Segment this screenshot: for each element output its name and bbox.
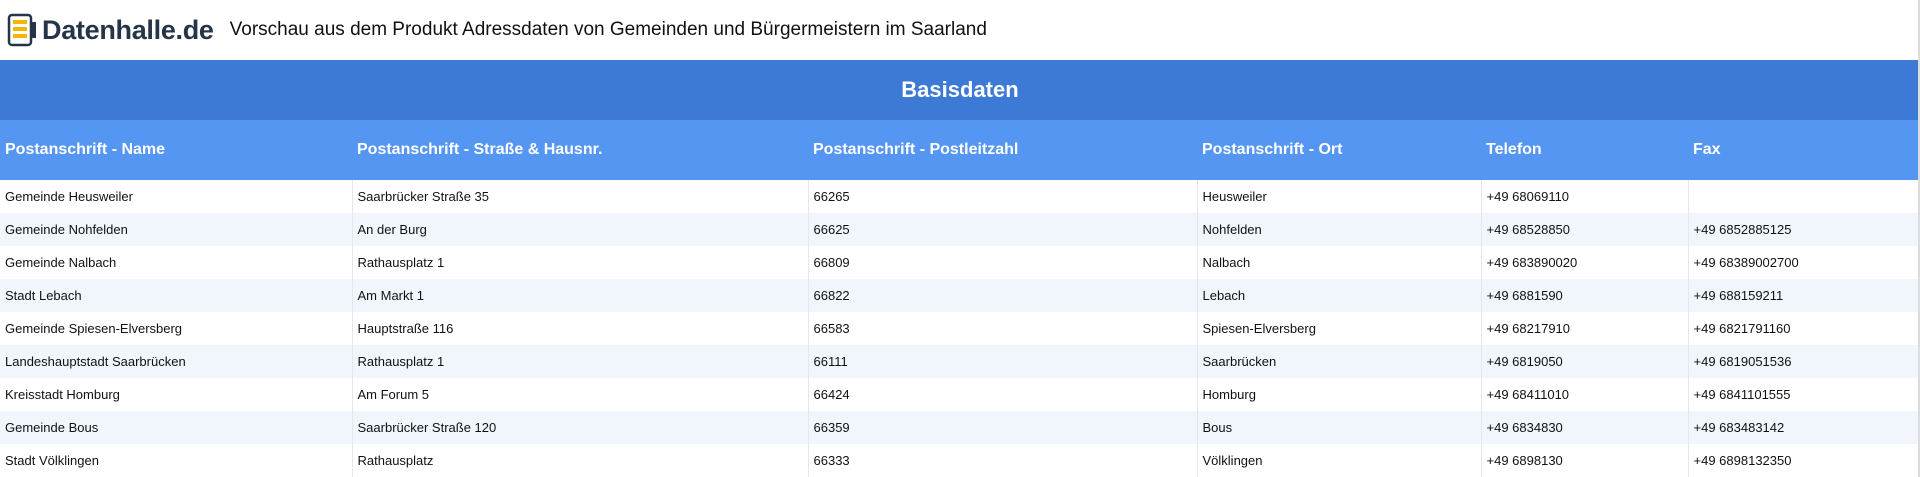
column-header-phone[interactable]: Telefon	[1481, 120, 1688, 180]
cell-city: Saarbrücken	[1197, 345, 1482, 378]
column-header-postal-code[interactable]: Postanschrift - Postleitzahl	[808, 120, 1197, 180]
cell-city: Bous	[1197, 411, 1482, 444]
cell-fax: +49 68389002700	[1688, 246, 1918, 279]
cell-name: Gemeinde Spiesen-Elversberg	[0, 312, 353, 345]
cell-phone: +49 68411010	[1481, 378, 1689, 411]
cell-street: Am Markt 1	[352, 279, 809, 312]
table-row: Gemeinde Bous Saarbrücker Straße 120 663…	[0, 411, 1918, 444]
table-row: Stadt Völklingen Rathausplatz 66333 Völk…	[0, 444, 1918, 477]
table-row: Stadt Lebach Am Markt 1 66822 Lebach +49…	[0, 279, 1918, 312]
scrollbar-edge[interactable]	[1918, 0, 1920, 477]
cell-fax: +49 6852885125	[1688, 213, 1918, 246]
cell-phone: +49 68069110	[1481, 180, 1689, 213]
cell-city: Nohfelden	[1197, 213, 1482, 246]
cell-postal-code: 66822	[808, 279, 1198, 312]
page-title: Vorschau aus dem Produkt Adressdaten von…	[229, 19, 987, 40]
cell-city: Völklingen	[1197, 444, 1482, 477]
cell-postal-code: 66111	[808, 345, 1198, 378]
cell-postal-code: 66265	[808, 180, 1198, 213]
cell-street: An der Burg	[352, 213, 809, 246]
cell-fax: +49 6841101555	[1688, 378, 1918, 411]
table-row: Gemeinde Heusweiler Saarbrücker Straße 3…	[0, 180, 1918, 213]
cell-phone: +49 6881590	[1481, 279, 1689, 312]
table-header-row: Postanschrift - Name Postanschrift - Str…	[0, 120, 1918, 180]
cell-street: Am Forum 5	[352, 378, 809, 411]
cell-city: Heusweiler	[1197, 180, 1482, 213]
cell-name: Stadt Lebach	[0, 279, 353, 312]
cell-name: Gemeinde Heusweiler	[0, 180, 353, 213]
brand-logo[interactable]: Datenhalle.de	[6, 13, 214, 47]
cell-postal-code: 66625	[808, 213, 1198, 246]
cell-postal-code: 66809	[808, 246, 1198, 279]
cell-street: Saarbrücker Straße 120	[352, 411, 809, 444]
cell-name: Gemeinde Nalbach	[0, 246, 353, 279]
cell-phone: +49 6898130	[1481, 444, 1689, 477]
cell-postal-code: 66583	[808, 312, 1198, 345]
cell-name: Stadt Völklingen	[0, 444, 353, 477]
section-title: Basisdaten	[901, 77, 1019, 102]
cell-phone: +49 68528850	[1481, 213, 1689, 246]
cell-phone: +49 6834830	[1481, 411, 1689, 444]
address-table: Postanschrift - Name Postanschrift - Str…	[0, 120, 1918, 477]
cell-fax: +49 6819051536	[1688, 345, 1918, 378]
cell-postal-code: 66424	[808, 378, 1198, 411]
cell-street: Rathausplatz 1	[352, 345, 809, 378]
column-header-name[interactable]: Postanschrift - Name	[0, 120, 352, 180]
cell-fax: +49 688159211	[1688, 279, 1918, 312]
cell-city: Homburg	[1197, 378, 1482, 411]
cell-city: Nalbach	[1197, 246, 1482, 279]
cell-phone: +49 68217910	[1481, 312, 1689, 345]
cell-phone: +49 683890020	[1481, 246, 1689, 279]
section-title-bar: Basisdaten	[0, 60, 1920, 120]
cell-name: Gemeinde Nohfelden	[0, 213, 353, 246]
cell-street: Rathausplatz 1	[352, 246, 809, 279]
cell-phone: +49 6819050	[1481, 345, 1689, 378]
cell-street: Rathausplatz	[352, 444, 809, 477]
page-header: Datenhalle.de Vorschau aus dem Produkt A…	[0, 0, 1920, 60]
cell-city: Lebach	[1197, 279, 1482, 312]
cell-name: Landeshauptstadt Saarbrücken	[0, 345, 353, 378]
brand-name: Datenhalle.de	[42, 14, 214, 45]
table-row: Gemeinde Nohfelden An der Burg 66625 Noh…	[0, 213, 1918, 246]
cell-name: Gemeinde Bous	[0, 411, 353, 444]
cell-fax: +49 683483142	[1688, 411, 1918, 444]
cell-fax: +49 6898132350	[1688, 444, 1918, 477]
column-header-fax[interactable]: Fax	[1688, 120, 1918, 180]
cell-city: Spiesen-Elversberg	[1197, 312, 1482, 345]
cell-name: Kreisstadt Homburg	[0, 378, 353, 411]
cell-postal-code: 66359	[808, 411, 1198, 444]
cell-street: Saarbrücker Straße 35	[352, 180, 809, 213]
column-header-city[interactable]: Postanschrift - Ort	[1197, 120, 1481, 180]
table-row: Landeshauptstadt Saarbrücken Rathausplat…	[0, 345, 1918, 378]
database-server-icon	[7, 13, 36, 47]
table-row: Kreisstadt Homburg Am Forum 5 66424 Homb…	[0, 378, 1918, 411]
column-header-street[interactable]: Postanschrift - Straße & Hausnr.	[352, 120, 808, 180]
cell-fax	[1688, 180, 1918, 213]
cell-fax: +49 6821791160	[1688, 312, 1918, 345]
cell-postal-code: 66333	[808, 444, 1198, 477]
table-row: Gemeinde Nalbach Rathausplatz 1 66809 Na…	[0, 246, 1918, 279]
table-row: Gemeinde Spiesen-Elversberg Hauptstraße …	[0, 312, 1918, 345]
cell-street: Hauptstraße 116	[352, 312, 809, 345]
